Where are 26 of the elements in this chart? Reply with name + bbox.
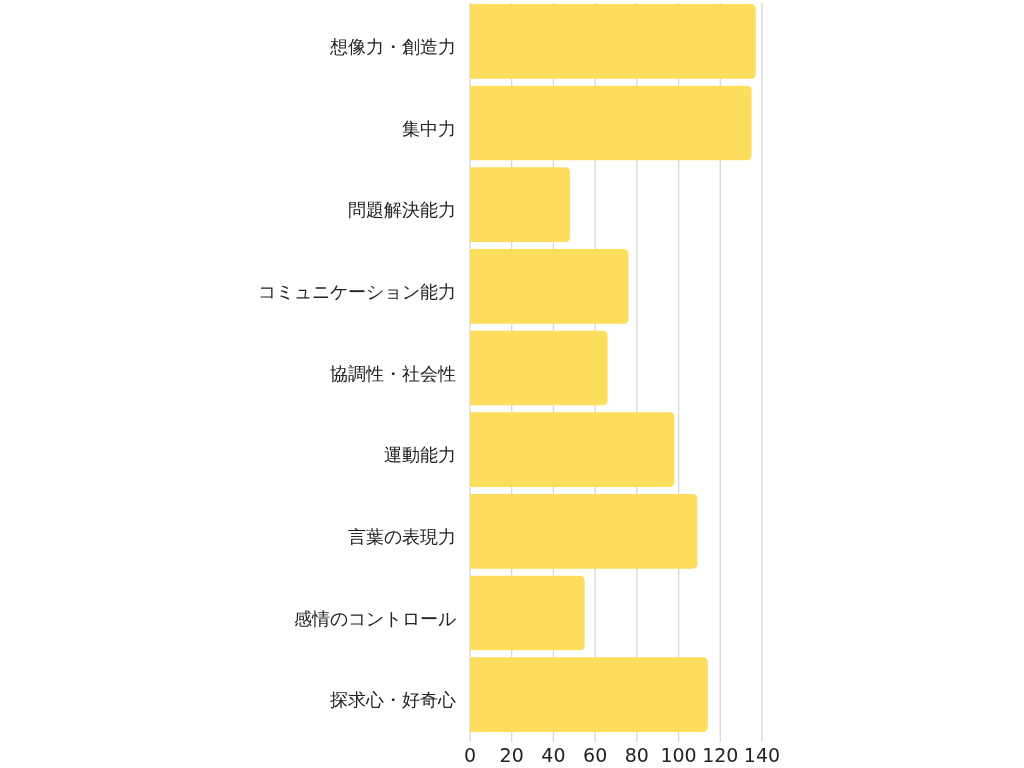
bar xyxy=(470,575,585,651)
x-tick-label: 20 xyxy=(499,744,524,766)
x-tick-label: 80 xyxy=(624,744,649,766)
x-tick-label: 120 xyxy=(702,744,739,766)
bar xyxy=(470,85,752,161)
bar xyxy=(470,4,756,79)
bar xyxy=(470,167,571,242)
bar xyxy=(470,494,698,569)
y-tick-label: 運動能力 xyxy=(384,444,456,466)
x-tick-label: 140 xyxy=(743,744,781,766)
y-tick-label: 集中力 xyxy=(402,117,456,139)
bar xyxy=(470,657,708,732)
y-tick-label: 感情のコントロール xyxy=(294,607,456,629)
y-tick-label: 問題解決能力 xyxy=(348,199,456,221)
x-tick-label: 60 xyxy=(583,744,608,766)
y-tick-label: コミュニケーション能力 xyxy=(258,280,456,302)
x-tick-label: 40 xyxy=(541,744,566,766)
bar xyxy=(470,249,629,324)
bar xyxy=(470,412,675,487)
x-tick-label: 100 xyxy=(660,744,697,766)
x-tick-label: 0 xyxy=(463,744,477,766)
y-tick-label: 協調性・社会性 xyxy=(330,362,456,384)
y-tick-label: 想像力・創造力 xyxy=(329,35,456,57)
y-tick-label: 探求心・好奇心 xyxy=(330,689,456,711)
y-tick-label: 言葉の表現力 xyxy=(348,525,456,547)
bar xyxy=(470,330,608,406)
